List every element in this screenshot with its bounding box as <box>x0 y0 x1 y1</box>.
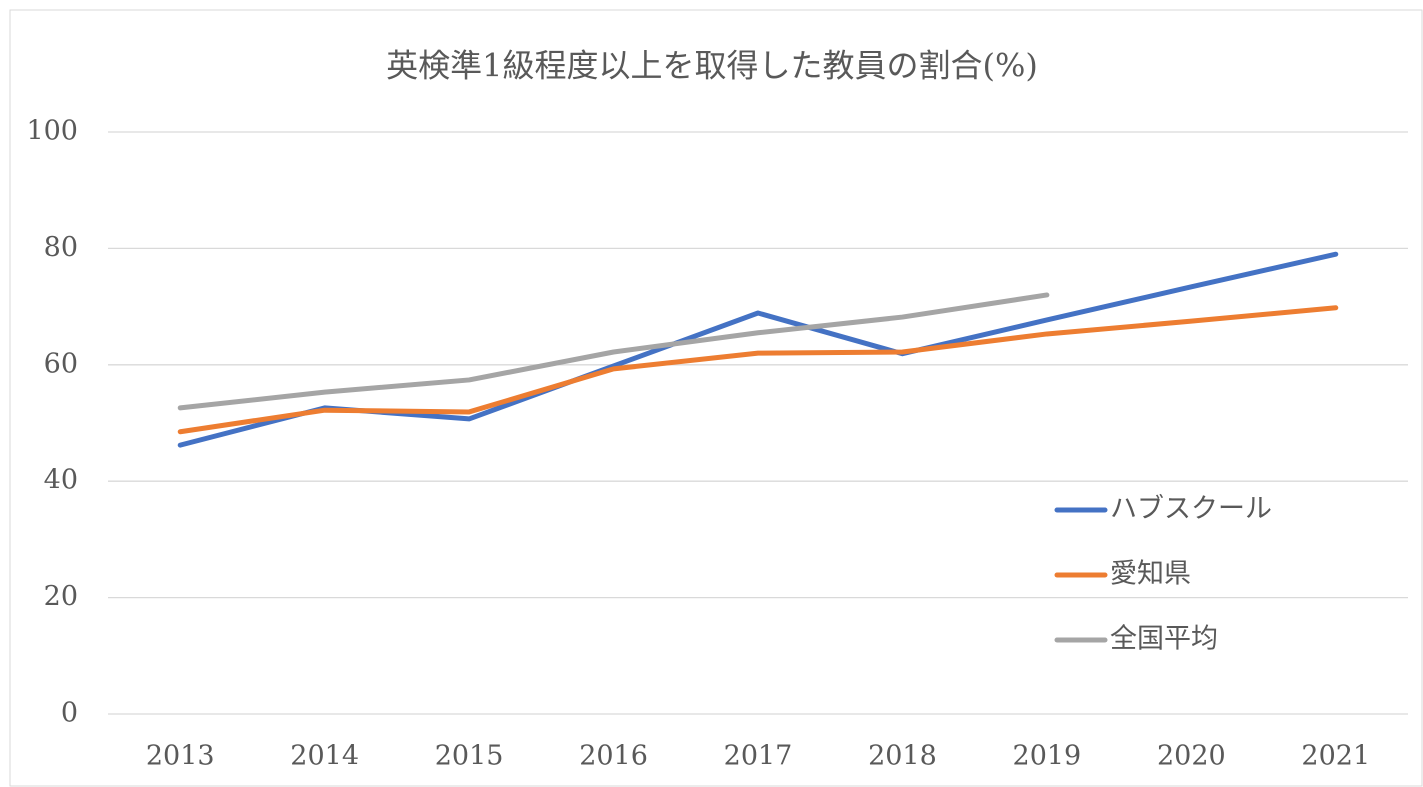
x-tick-label: 2015 <box>435 741 504 772</box>
chart-border <box>9 9 1423 787</box>
legend-label: ハブスクール <box>1110 494 1272 525</box>
y-tick-label: 20 <box>44 581 78 612</box>
chart-title: 英検準1級程度以上を取得した教員の割合(%) <box>386 47 1038 85</box>
legend-label: 愛知県 <box>1110 559 1191 590</box>
y-tick-label: 0 <box>61 698 78 729</box>
x-tick-label: 2016 <box>579 741 648 772</box>
x-tick-label: 2018 <box>868 741 937 772</box>
legend-label: 全国平均 <box>1110 624 1218 655</box>
series-line <box>177 305 1339 435</box>
series-line <box>177 292 1050 411</box>
y-tick-label: 60 <box>44 348 78 379</box>
y-tick-label: 40 <box>44 465 78 496</box>
y-tick-label: 100 <box>26 116 78 147</box>
x-tick-label: 2021 <box>1301 741 1370 772</box>
x-tick-label: 2014 <box>290 741 359 772</box>
x-tick-label: 2013 <box>146 741 215 772</box>
y-tick-label: 80 <box>44 232 78 263</box>
x-tick-label: 2020 <box>1157 741 1226 772</box>
x-tick-label: 2019 <box>1013 741 1082 772</box>
x-tick-label: 2017 <box>724 741 793 772</box>
